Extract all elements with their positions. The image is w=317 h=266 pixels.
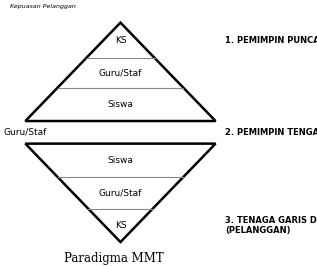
- Text: KS: KS: [115, 36, 126, 45]
- Text: Siswa: Siswa: [107, 156, 133, 165]
- Text: Paradigma MMT: Paradigma MMT: [64, 252, 164, 265]
- Text: KS: KS: [115, 221, 126, 230]
- Text: Siswa: Siswa: [107, 100, 133, 109]
- Text: Guru/Staf: Guru/Staf: [99, 188, 142, 197]
- Text: 1. PEMIMPIN PUNCAK: 1. PEMIMPIN PUNCAK: [225, 36, 317, 45]
- Text: Kepuasan Pelanggan: Kepuasan Pelanggan: [10, 4, 75, 9]
- Text: 3. TENAGA GARIS DEPAN
(PELANGGAN): 3. TENAGA GARIS DEPAN (PELANGGAN): [225, 216, 317, 235]
- Text: Guru/Staf: Guru/Staf: [3, 128, 47, 137]
- Text: 2. PEMIMPIN TENGAH: 2. PEMIMPIN TENGAH: [225, 128, 317, 137]
- Text: Guru/Staf: Guru/Staf: [99, 68, 142, 77]
